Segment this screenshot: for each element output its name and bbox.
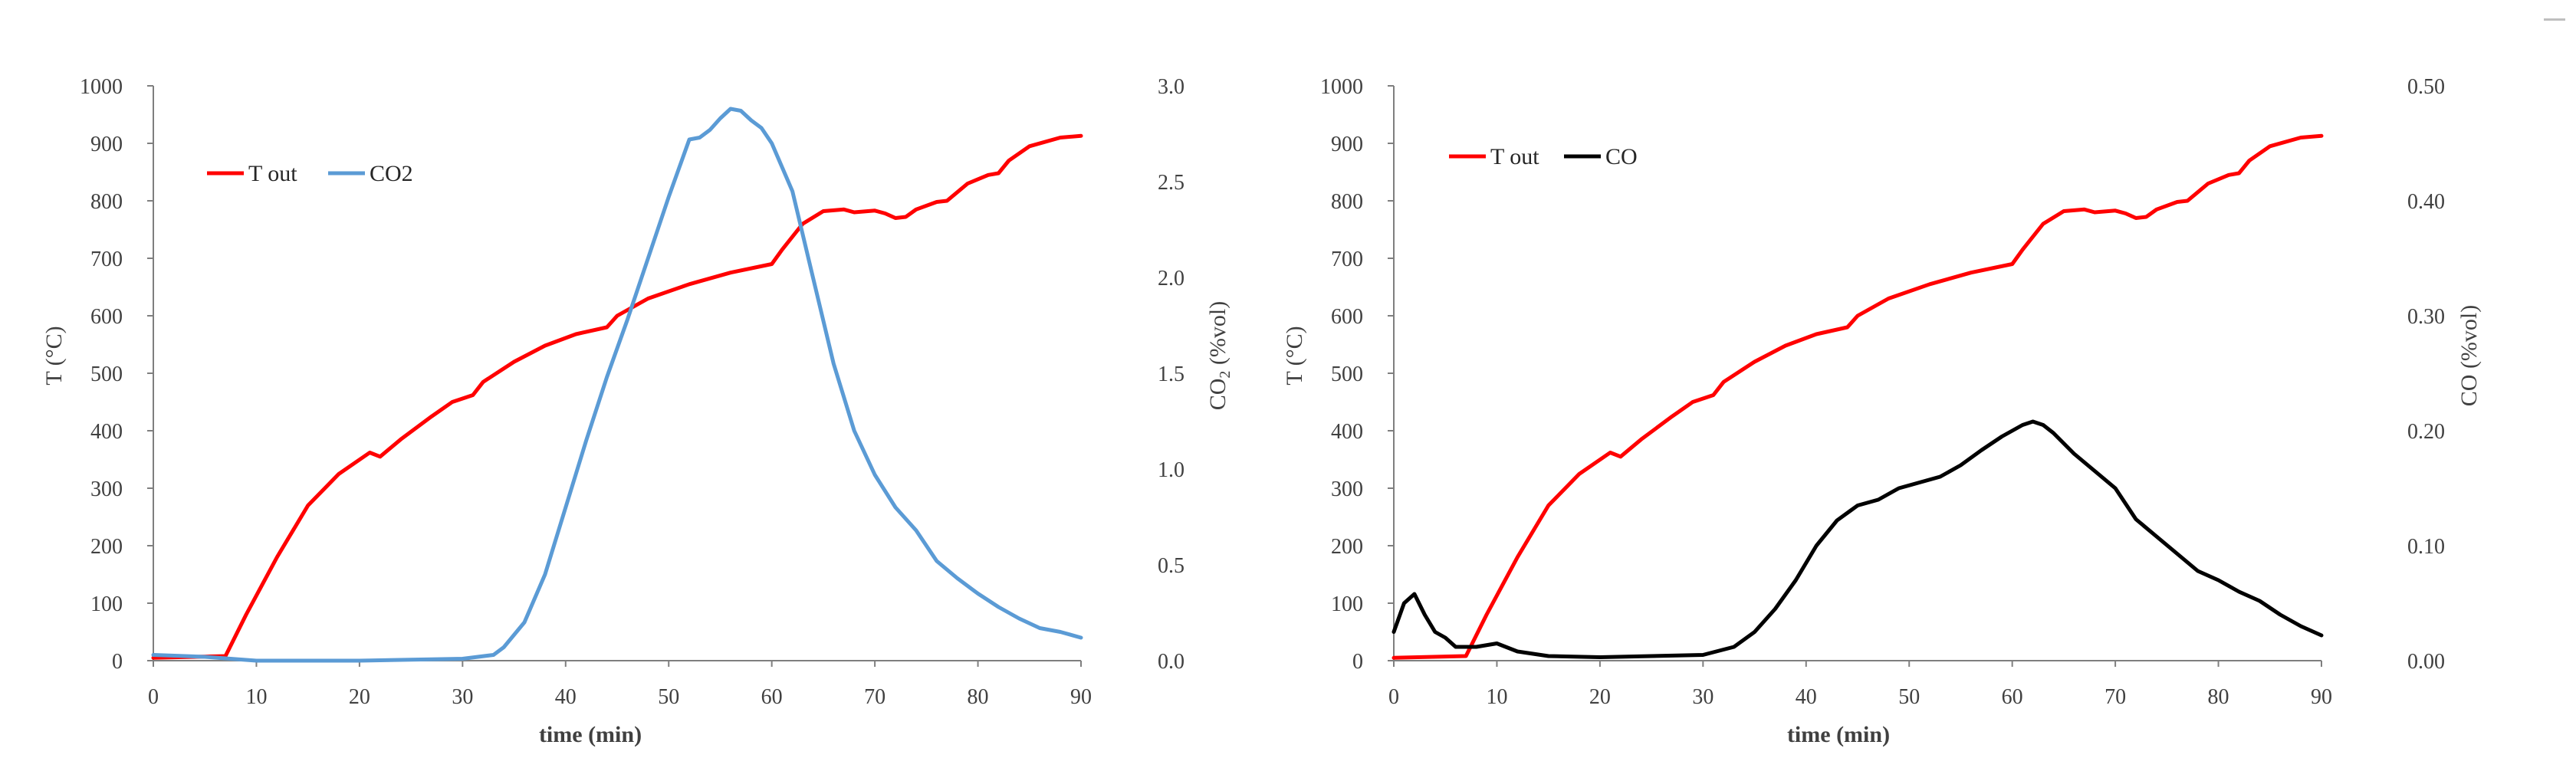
x-tick-label-10: 10 bbox=[1486, 685, 1507, 709]
x-axis-label: time (min) bbox=[539, 722, 642, 747]
y2-axis-label-main: CO bbox=[1205, 379, 1230, 411]
y-tick-label-500: 500 bbox=[90, 363, 123, 386]
x-tick-label-70: 70 bbox=[2104, 685, 2126, 709]
x-tick-label-20: 20 bbox=[1589, 685, 1611, 709]
series-line-t-out bbox=[1392, 133, 2324, 660]
y-tick-label-800: 800 bbox=[1331, 190, 1363, 214]
y2-tick-label-3-0: 3.0 bbox=[1158, 75, 1184, 99]
x-tick-label-10: 10 bbox=[245, 685, 267, 709]
y2-axis-label-subscript: 2 bbox=[1217, 371, 1234, 379]
y-axis-label: T (°C) bbox=[1282, 326, 1307, 385]
y2-axis-label: CO2 (%vol) bbox=[1205, 301, 1234, 411]
series-line-co bbox=[1392, 419, 2324, 659]
y-tick-label-200: 200 bbox=[90, 535, 123, 559]
x-tick-label-30: 30 bbox=[1692, 685, 1714, 709]
x-tick-label-80: 80 bbox=[2208, 685, 2229, 709]
x-axis-label: time (min) bbox=[1787, 722, 1890, 747]
y-tick-label-600: 600 bbox=[90, 305, 123, 329]
y-tick-label-1000: 1000 bbox=[80, 75, 123, 99]
x-tick-label-90: 90 bbox=[2311, 685, 2332, 709]
y-tick-label-900: 900 bbox=[90, 133, 123, 156]
y-tick-label-600: 600 bbox=[1331, 305, 1363, 329]
y2-tick-label-0-10: 0.10 bbox=[2407, 535, 2445, 559]
y2-axis-label: CO (%vol) bbox=[2456, 305, 2482, 406]
plot-area: 0 10 20 30 40 50 60 70 80 90010020030040050060070… bbox=[80, 75, 1184, 709]
y2-tick-label-2-5: 2.5 bbox=[1158, 171, 1184, 195]
x-tick-label-90: 90 bbox=[1070, 685, 1092, 709]
chart-t-out-co2: 0 10 20 30 40 50 60 70 80 90010020030040050060070… bbox=[41, 75, 1234, 747]
x-tick-label-60: 60 bbox=[761, 685, 783, 709]
y2-tick-label-2-0: 2.0 bbox=[1158, 267, 1184, 290]
y-tick-label-800: 800 bbox=[90, 190, 123, 214]
window-minimize-mark bbox=[2544, 18, 2565, 21]
y2-tick-label-0-30: 0.30 bbox=[2407, 305, 2445, 329]
y2-tick-label-0-20: 0.20 bbox=[2407, 420, 2445, 444]
y-tick-label-500: 500 bbox=[1331, 363, 1363, 386]
legend: T out CO bbox=[1449, 144, 1638, 169]
x-tick-label-0: 0 bbox=[148, 685, 159, 709]
legend-label-t-out: T out bbox=[248, 161, 297, 186]
x-tick-label-20: 20 bbox=[349, 685, 370, 709]
y-tick-label-700: 700 bbox=[90, 248, 123, 271]
y2-tick-label-0-40: 0.40 bbox=[2407, 190, 2445, 214]
x-tick-label-40: 40 bbox=[555, 685, 577, 709]
y-tick-label-0: 0 bbox=[112, 650, 123, 674]
y-tick-label-100: 100 bbox=[90, 592, 123, 616]
legend-label-co2: CO2 bbox=[370, 161, 413, 186]
y2-tick-label-1-0: 1.0 bbox=[1158, 458, 1184, 482]
y-tick-label-200: 200 bbox=[1331, 535, 1363, 559]
y-axis-label: T (°C) bbox=[41, 326, 67, 385]
x-tick-label-40: 40 bbox=[1796, 685, 1817, 709]
plot-area: 0 10 20 30 40 50 60 70 80 90010020030040050060070… bbox=[1320, 75, 2445, 709]
y-tick-label-300: 300 bbox=[1331, 477, 1363, 501]
legend-label-co: CO bbox=[1605, 144, 1638, 169]
y2-axis-label-unit: (%vol) bbox=[1205, 301, 1230, 371]
y-tick-label-900: 900 bbox=[1331, 133, 1363, 156]
y-tick-label-1000: 1000 bbox=[1320, 75, 1363, 99]
y-tick-label-300: 300 bbox=[90, 477, 123, 501]
y-tick-label-0: 0 bbox=[1352, 650, 1363, 674]
y-tick-label-100: 100 bbox=[1331, 592, 1363, 616]
legend-label-t-out: T out bbox=[1490, 144, 1539, 169]
y2-tick-label-0-5: 0.5 bbox=[1158, 554, 1184, 578]
series-line-co2 bbox=[151, 107, 1083, 663]
x-tick-label-0: 0 bbox=[1388, 685, 1399, 709]
y2-tick-label-1-5: 1.5 bbox=[1158, 363, 1184, 386]
y-tick-label-400: 400 bbox=[1331, 420, 1363, 444]
x-tick-label-60: 60 bbox=[2002, 685, 2023, 709]
y2-tick-label-0-00: 0.00 bbox=[2407, 650, 2445, 674]
x-tick-label-30: 30 bbox=[452, 685, 473, 709]
y-tick-label-700: 700 bbox=[1331, 248, 1363, 271]
legend: T out CO2 bbox=[207, 161, 413, 186]
x-tick-label-50: 50 bbox=[658, 685, 679, 709]
series-line-t-out bbox=[151, 133, 1083, 660]
chart-t-out-co: 0 10 20 30 40 50 60 70 80 90010020030040050060070… bbox=[1282, 75, 2482, 747]
y-tick-label-400: 400 bbox=[90, 420, 123, 444]
y2-tick-label-0-50: 0.50 bbox=[2407, 75, 2445, 99]
x-tick-label-70: 70 bbox=[864, 685, 886, 709]
x-tick-label-80: 80 bbox=[968, 685, 989, 709]
x-tick-label-50: 50 bbox=[1898, 685, 1920, 709]
y2-tick-label-0-0: 0.0 bbox=[1158, 650, 1184, 674]
